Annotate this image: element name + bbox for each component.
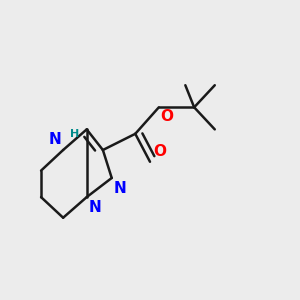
Text: N: N (113, 181, 126, 196)
Text: O: O (153, 144, 166, 159)
Text: O: O (160, 109, 173, 124)
Text: N: N (88, 200, 101, 215)
Text: H: H (70, 129, 80, 139)
Text: N: N (49, 132, 62, 147)
